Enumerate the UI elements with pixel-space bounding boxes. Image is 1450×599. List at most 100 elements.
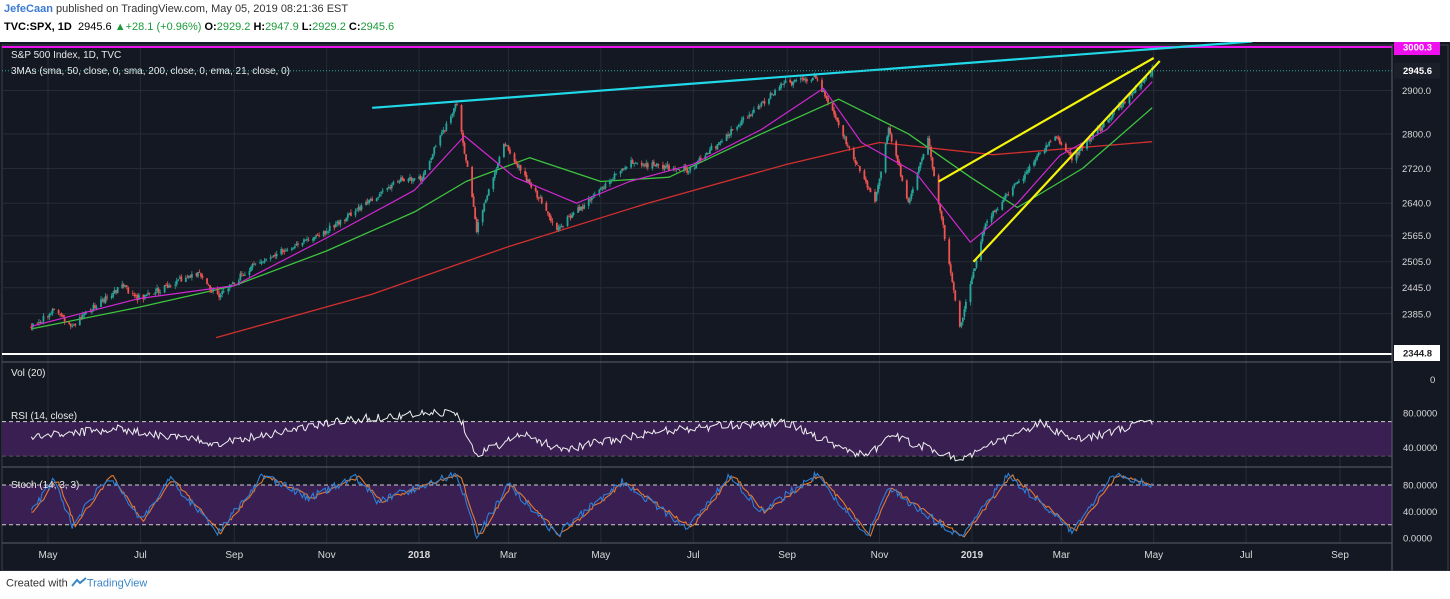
time-axis[interactable]: May Jul Sep Nov 2018 Mar May Jul Sep Nov 2019 Mar Ma… bbox=[39, 550, 1350, 561]
candle-body bbox=[507, 145, 510, 151]
candle-body bbox=[131, 293, 134, 295]
candle-body bbox=[774, 89, 776, 96]
rsi-line bbox=[30, 408, 1153, 462]
change-arrow-icon: ▲ bbox=[114, 21, 126, 33]
candle-body bbox=[431, 154, 434, 159]
candle-body bbox=[969, 284, 972, 303]
candle-body bbox=[848, 146, 851, 148]
candle-body bbox=[503, 144, 505, 158]
candle-body bbox=[165, 285, 168, 286]
candle-body bbox=[304, 239, 307, 241]
candle-body bbox=[525, 174, 528, 182]
candle-body bbox=[403, 178, 405, 182]
wedge-lower-line bbox=[972, 60, 1161, 263]
tradingview-brand[interactable]: TradingView bbox=[86, 577, 148, 590]
candle-body bbox=[549, 216, 552, 222]
stoch-d-line bbox=[31, 473, 1153, 538]
candle-body bbox=[878, 178, 881, 186]
candle-body bbox=[986, 221, 988, 223]
candle-body bbox=[369, 199, 372, 201]
candle-body bbox=[74, 323, 77, 326]
candle-body bbox=[560, 226, 563, 228]
candle-body bbox=[297, 243, 299, 245]
candle-body bbox=[410, 177, 413, 181]
candle-body bbox=[792, 81, 795, 86]
candle-body bbox=[239, 273, 242, 280]
candle-body bbox=[942, 217, 945, 225]
candle-body bbox=[283, 251, 286, 253]
candle-body bbox=[328, 225, 331, 231]
candle-body bbox=[610, 179, 613, 181]
mas-legend: 3MAs (sma, 50, close, 0, sma, 200, close… bbox=[11, 66, 290, 77]
candle-body bbox=[827, 97, 829, 103]
candle-body bbox=[201, 275, 204, 278]
candle-body bbox=[1133, 92, 1135, 94]
candle-body bbox=[1004, 195, 1007, 200]
candle-body bbox=[612, 178, 614, 180]
candle-body bbox=[465, 154, 467, 161]
candle-body bbox=[357, 206, 360, 210]
candle-body bbox=[613, 173, 616, 180]
candle-body bbox=[890, 134, 893, 142]
candle-body bbox=[396, 181, 399, 183]
author-link[interactable]: JefeCaan bbox=[4, 3, 53, 15]
candle-body bbox=[68, 322, 71, 324]
candle-body bbox=[557, 228, 560, 230]
candle-body bbox=[456, 103, 458, 105]
candle-body bbox=[631, 160, 634, 164]
candle-body bbox=[793, 79, 796, 82]
candle-body bbox=[504, 144, 507, 146]
ema-21-layer bbox=[31, 81, 1153, 327]
price-axis[interactable]: 2900.0 2800.0 2720.0 2640.0 2565.0 2505.0 2445… bbox=[1394, 42, 1440, 545]
candle-body bbox=[539, 197, 542, 199]
candles-layer bbox=[30, 64, 1154, 331]
candle-body bbox=[571, 214, 573, 218]
candle-body bbox=[1140, 83, 1143, 87]
candle-body bbox=[221, 291, 224, 295]
candle-body bbox=[751, 113, 754, 116]
candle-body bbox=[1014, 183, 1017, 185]
candle-body bbox=[1120, 104, 1123, 108]
main-pane[interactable] bbox=[2, 42, 1392, 339]
candle-body bbox=[209, 285, 211, 290]
candle-body bbox=[572, 212, 575, 215]
chart-canvas[interactable]: 2900.0 2800.0 2720.0 2640.0 2565.0 2505.0 2445… bbox=[0, 42, 1450, 571]
candle-body bbox=[1033, 161, 1035, 166]
candle-body bbox=[928, 138, 931, 146]
candle-body bbox=[113, 289, 116, 294]
candle-body bbox=[566, 216, 569, 227]
candle-body bbox=[587, 198, 590, 206]
wedge-upper-line bbox=[938, 57, 1155, 183]
candle-body bbox=[286, 249, 289, 251]
candle-body bbox=[951, 273, 954, 282]
candle-body bbox=[454, 103, 457, 109]
candle-body bbox=[896, 155, 899, 163]
candle-body bbox=[715, 146, 717, 149]
candle-body bbox=[280, 248, 283, 255]
candle-body bbox=[895, 141, 898, 156]
candle-body bbox=[274, 254, 277, 256]
candle-body bbox=[365, 201, 367, 205]
candle-body bbox=[509, 149, 511, 154]
candle-body bbox=[177, 279, 180, 281]
rsi-pane[interactable] bbox=[30, 408, 1153, 462]
candle-body bbox=[789, 79, 792, 83]
candle-body bbox=[377, 197, 380, 198]
price-tag-label: 2344.8 bbox=[1403, 349, 1432, 360]
stoch-pane[interactable] bbox=[30, 470, 1153, 540]
candle-body bbox=[1078, 149, 1081, 155]
candle-body bbox=[147, 292, 149, 295]
candle-body bbox=[581, 206, 584, 209]
candle-body bbox=[568, 215, 570, 217]
tradingview-logo-icon bbox=[71, 577, 87, 590]
candle-body bbox=[142, 294, 145, 300]
candle-body bbox=[683, 165, 686, 171]
candle-body bbox=[1069, 151, 1072, 156]
volume-tick-label: 0 bbox=[1430, 375, 1435, 386]
candle-body bbox=[515, 161, 517, 164]
candle-body bbox=[136, 295, 139, 301]
candle-body bbox=[855, 162, 858, 165]
candle-body bbox=[752, 109, 755, 113]
candle-body bbox=[439, 135, 442, 146]
candle-body bbox=[911, 189, 914, 194]
